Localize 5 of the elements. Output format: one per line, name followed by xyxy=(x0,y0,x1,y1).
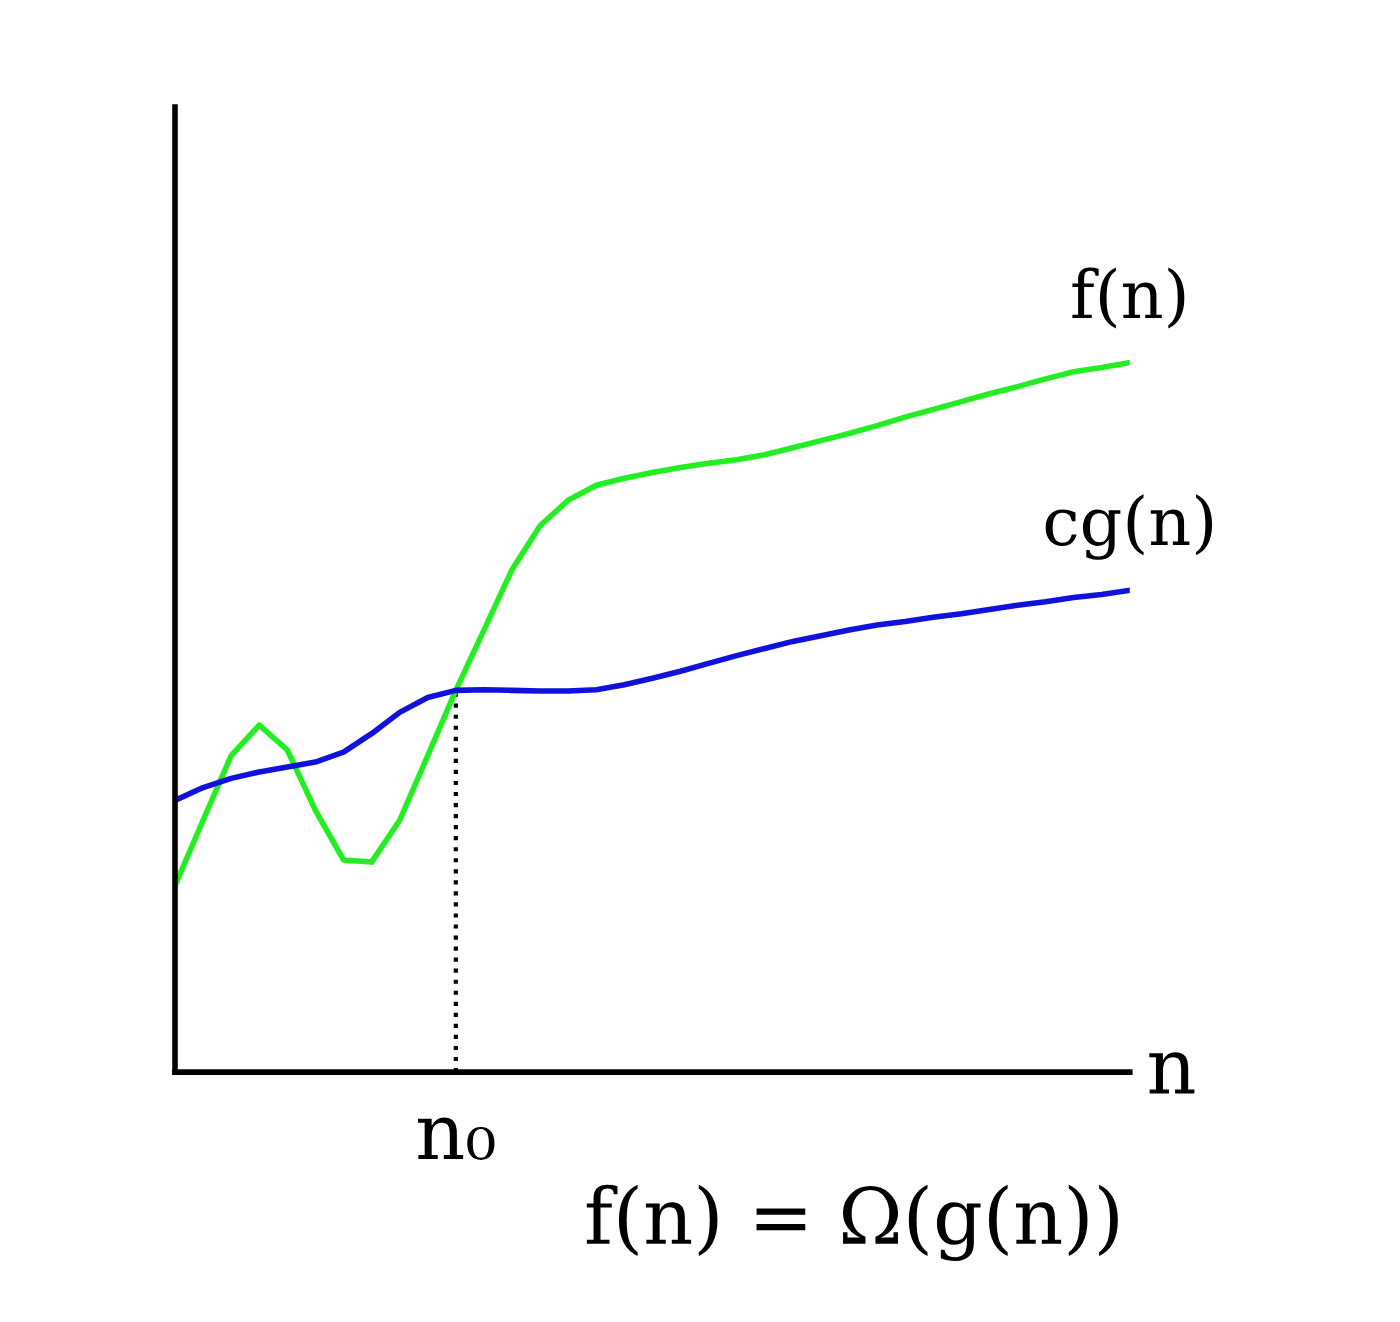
annotation: n₀ xyxy=(417,1117,495,1160)
text: f(n) = Ω(g(n)) xyxy=(586,1184,1118,1262)
x-axis-title: n xyxy=(1149,1052,1195,1094)
series-label: f(n) xyxy=(1072,267,1185,329)
series-label: cg(n) xyxy=(1045,494,1213,560)
